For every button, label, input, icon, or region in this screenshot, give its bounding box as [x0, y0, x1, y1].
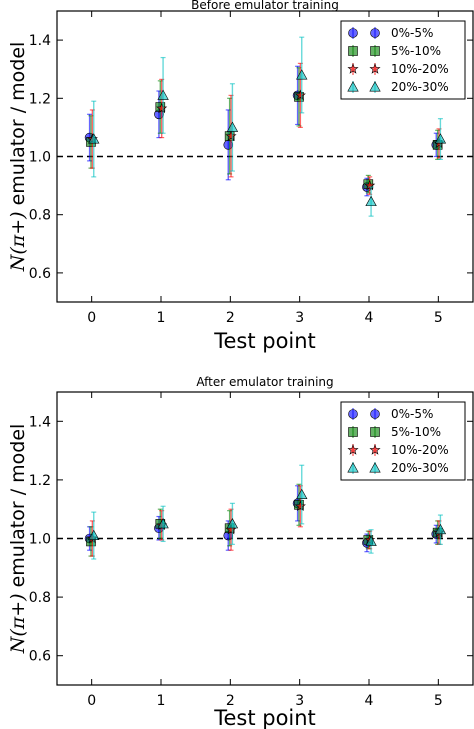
data-point — [226, 121, 239, 132]
series-10%-20% — [86, 485, 445, 557]
x-tick-label: 0 — [87, 310, 96, 326]
legend-entry-label: 20%-30% — [391, 461, 449, 475]
data-point — [434, 523, 447, 535]
x-tick-label: 2 — [226, 310, 235, 326]
x-axis-label: Test point — [213, 329, 316, 353]
data-point — [226, 518, 239, 529]
series-20%-30% — [88, 36, 447, 217]
data-point — [157, 518, 169, 529]
data-point — [296, 488, 308, 499]
y-axis-label: N(π+) emulator / model — [7, 424, 29, 655]
chart-title: After emulator training — [196, 375, 333, 389]
chart-title: Before emulator training — [191, 0, 339, 12]
y-tick-label: 1.4 — [29, 414, 51, 430]
data-point — [365, 195, 377, 207]
legend-marker — [369, 81, 381, 92]
y-tick-label: 1.4 — [29, 33, 51, 49]
legend: 0%-5% 5%-10% 10%-20% 20%-30% — [340, 20, 466, 100]
legend-marker — [370, 409, 380, 419]
legend-entry-label: 0%-5% — [391, 26, 433, 40]
y-tick-label: 1.0 — [29, 532, 51, 548]
legend-marker — [347, 63, 359, 74]
y-axis-label-text: emulator / model — [7, 424, 29, 594]
data-point — [294, 89, 306, 101]
x-tick-label: 2 — [226, 693, 235, 709]
legend-entry-label: 0%-5% — [391, 407, 433, 421]
x-tick-label: 4 — [365, 310, 374, 326]
data-point — [294, 500, 306, 511]
legend-marker — [370, 46, 380, 56]
x-tick-label: 3 — [295, 310, 304, 326]
x-axis-label: Test point — [213, 706, 316, 729]
legend-marker — [348, 46, 358, 56]
y-tick-label: 0.6 — [29, 649, 51, 665]
series-5%-10% — [86, 483, 443, 557]
y-tick-label: 1.2 — [29, 91, 51, 107]
legend-entry-label: 10%-20% — [391, 62, 449, 76]
y-axis-label-text: emulator / model — [7, 42, 29, 212]
legend-marker — [347, 462, 359, 473]
x-tick-label: 5 — [434, 310, 443, 326]
legend-marker — [370, 427, 380, 437]
legend-marker — [348, 427, 358, 437]
x-tick-label: 4 — [365, 693, 374, 709]
x-tick-label: 3 — [295, 693, 304, 709]
legend: 0%-5% 5%-10% 10%-20% 20%-30% — [340, 401, 466, 481]
y-axis-label-math: N(π+) — [7, 211, 29, 272]
legend-marker — [369, 444, 381, 455]
y-tick-label: 1.0 — [29, 150, 51, 166]
legend-marker — [348, 28, 358, 38]
legend-box — [340, 20, 466, 100]
legend-entry-label: 5%-10% — [391, 425, 441, 439]
panel-after-training: After emulator training 0 1 2 3 4 5 0.6 0.8 1.0 1.… — [7, 375, 474, 729]
series-20%-30% — [88, 464, 447, 560]
x-tick-label: 5 — [434, 693, 443, 709]
panel-before-training: Before emulator training 0 1 2 3 4 5 0.6 0.8 1.0 1… — [7, 0, 474, 353]
x-tick-label: 1 — [157, 693, 166, 709]
legend-marker — [347, 81, 359, 92]
x-tick-label: 0 — [87, 693, 96, 709]
series-0%-5% — [84, 485, 442, 553]
legend-entry-label: 5%-10% — [391, 44, 441, 58]
y-tick-label: 1.2 — [29, 473, 51, 489]
legend-marker — [369, 462, 381, 473]
legend-box — [340, 401, 466, 481]
legend-entry-label: 10%-20% — [391, 443, 449, 457]
data-point — [88, 133, 100, 144]
y-tick-label: 0.6 — [29, 266, 51, 282]
legend-marker — [370, 28, 380, 38]
legend-entry-label: 20%-30% — [391, 80, 449, 94]
data-point — [434, 133, 447, 144]
x-tick-label: 1 — [157, 310, 166, 326]
data-point — [225, 130, 237, 141]
data-point — [88, 529, 100, 541]
data-point — [157, 89, 169, 100]
legend-marker — [369, 63, 381, 74]
y-axis-label: N(π+) emulator / model — [7, 42, 29, 273]
data-point — [296, 69, 308, 80]
data-point — [365, 535, 377, 546]
y-axis-label-math: N(π+) — [7, 593, 29, 654]
data-point — [156, 102, 168, 114]
legend-marker — [347, 444, 359, 455]
y-tick-label: 0.8 — [29, 590, 51, 606]
y-tick-label: 0.8 — [29, 208, 51, 224]
legend-marker — [348, 409, 358, 419]
